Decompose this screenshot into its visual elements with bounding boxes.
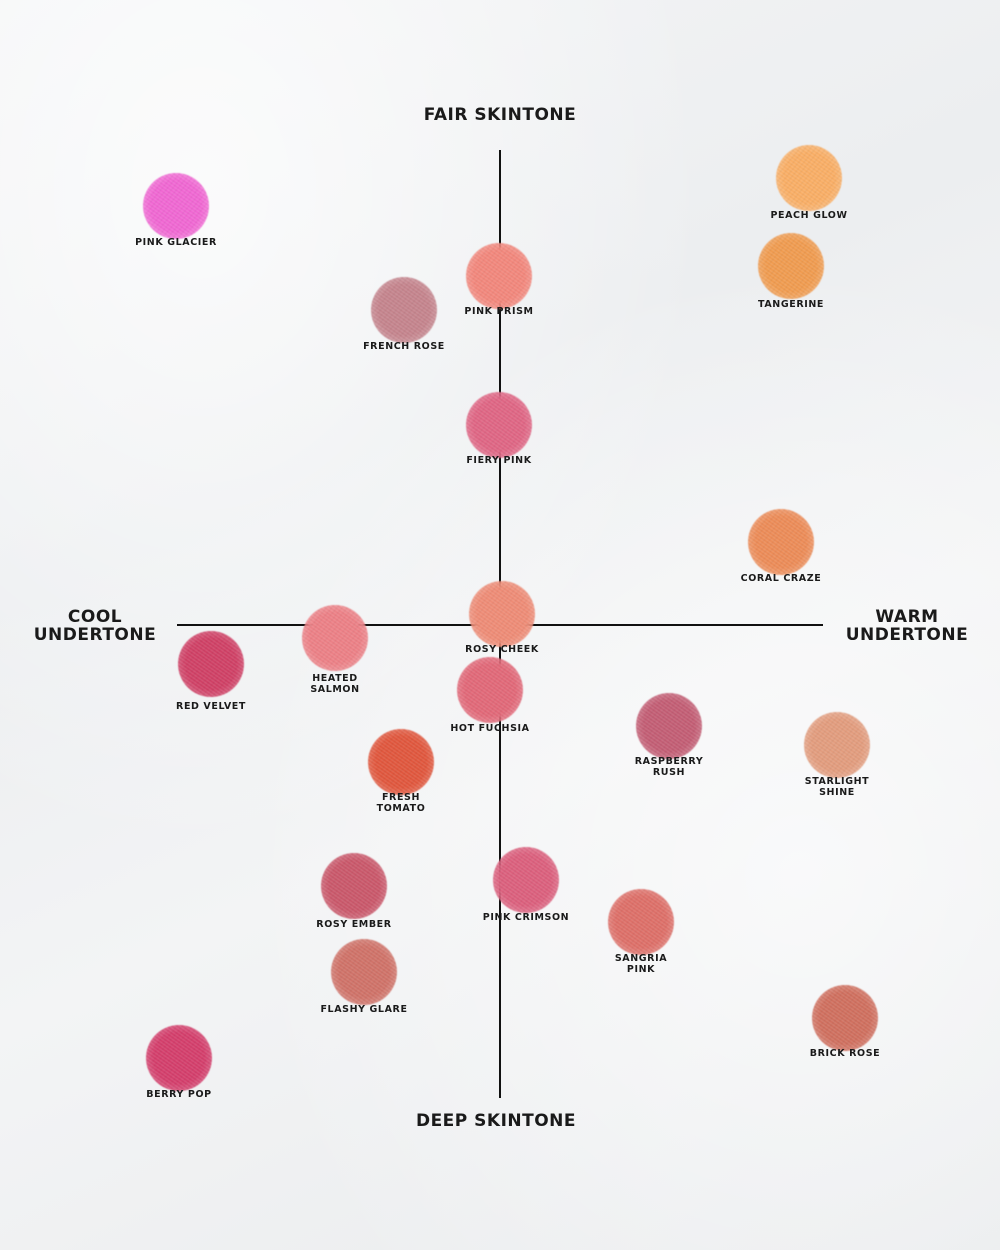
shade-label-coral-craze: CORAL CRAZE: [740, 573, 822, 584]
shade-swatch-pink-crimson: [493, 847, 559, 913]
axis-label-fair-skintone: FAIR SKINTONE: [423, 105, 577, 125]
shade-swatch-hot-fuchsia: [457, 657, 523, 723]
axis-label-warm-undertone: WARM UNDERTONE: [845, 607, 969, 645]
shade-label-red-velvet: RED VELVET: [176, 701, 246, 712]
shade-swatch-fresh-tomato: [368, 729, 434, 795]
axis-label-cool-undertone: COOL UNDERTONE: [33, 607, 157, 645]
shade-swatch-brick-rose: [812, 985, 878, 1051]
shade-swatch-raspberry-rush: [636, 693, 702, 759]
shade-label-fiery-pink: FIERY PINK: [466, 455, 532, 466]
shade-label-starlight-shine: STARLIGHT SHINE: [804, 776, 870, 798]
shade-swatch-peach-glow: [776, 145, 842, 211]
shade-label-sangria-pink: SANGRIA PINK: [614, 953, 668, 975]
shade-label-rosy-cheek: ROSY CHEEK: [465, 644, 539, 655]
shade-swatch-coral-craze: [748, 509, 814, 575]
shade-label-heated-salmon: HEATED SALMON: [310, 673, 360, 695]
shade-label-flashy-glare: FLASHY GLARE: [320, 1004, 408, 1015]
shade-label-tangerine: TANGERINE: [757, 299, 825, 310]
shade-label-raspberry-rush: RASPBERRY RUSH: [634, 756, 704, 778]
shade-swatch-fiery-pink: [466, 392, 532, 458]
shade-label-pink-prism: PINK PRISM: [464, 306, 534, 317]
axis-label-deep-skintone: DEEP SKINTONE: [415, 1111, 577, 1131]
shade-swatch-french-rose: [371, 277, 437, 343]
shade-label-peach-glow: PEACH GLOW: [770, 210, 848, 221]
shade-swatch-pink-prism: [466, 243, 532, 309]
shade-swatch-pink-glacier: [143, 173, 209, 239]
shade-swatch-heated-salmon: [302, 605, 368, 671]
shade-swatch-sangria-pink: [608, 889, 674, 955]
shade-label-pink-crimson: PINK CRIMSON: [482, 912, 570, 923]
shade-swatch-starlight-shine: [804, 712, 870, 778]
shade-swatch-red-velvet: [178, 631, 244, 697]
shade-label-pink-glacier: PINK GLACIER: [135, 237, 217, 248]
shade-label-rosy-ember: ROSY EMBER: [316, 919, 392, 930]
shade-label-brick-rose: BRICK ROSE: [809, 1048, 881, 1059]
shade-label-fresh-tomato: FRESH TOMATO: [376, 792, 426, 814]
shade-swatch-tangerine: [758, 233, 824, 299]
shade-label-french-rose: FRENCH ROSE: [363, 341, 445, 352]
shade-swatch-rosy-ember: [321, 853, 387, 919]
shade-swatch-flashy-glare: [331, 939, 397, 1005]
shade-swatch-berry-pop: [146, 1025, 212, 1091]
shade-swatch-rosy-cheek: [469, 581, 535, 647]
shade-label-hot-fuchsia: HOT FUCHSIA: [450, 723, 530, 734]
shade-label-berry-pop: BERRY POP: [146, 1089, 212, 1100]
